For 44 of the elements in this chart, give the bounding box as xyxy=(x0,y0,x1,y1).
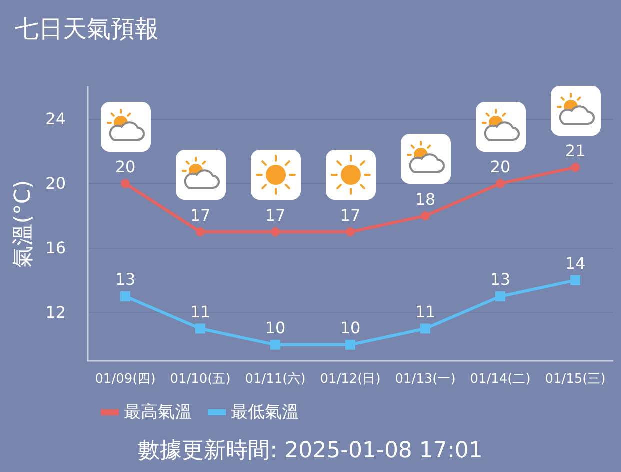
x-tick-label: 01/15(三) xyxy=(545,372,606,387)
x-tick-label: 01/10(五) xyxy=(170,372,231,387)
x-tick-label: 01/09(四) xyxy=(95,372,156,387)
data-label: 17 xyxy=(265,206,286,226)
data-label: 14 xyxy=(565,254,586,273)
data-label: 11 xyxy=(190,302,211,322)
point xyxy=(496,179,505,188)
data-label: 20 xyxy=(490,158,511,177)
point xyxy=(271,228,280,237)
y-tick-label: 12 xyxy=(46,303,66,322)
point xyxy=(571,163,580,172)
point xyxy=(496,292,506,302)
data-label: 18 xyxy=(415,190,436,209)
point xyxy=(120,292,130,302)
point xyxy=(270,340,280,350)
data-label: 13 xyxy=(115,270,136,290)
y-tick-label: 24 xyxy=(46,110,66,129)
point xyxy=(570,275,580,286)
data-label: 17 xyxy=(190,206,211,226)
data-label: 13 xyxy=(490,270,511,290)
x-tick-label: 01/12(日) xyxy=(320,372,381,387)
text: 數據更新時間: 2025-01-08 17:01 xyxy=(138,438,483,464)
point xyxy=(421,211,430,220)
data-label: 21 xyxy=(565,142,586,161)
data-label: 11 xyxy=(415,302,436,322)
y-axis-title: 氣溫(°C) xyxy=(11,180,36,268)
point xyxy=(121,179,130,188)
point xyxy=(420,324,430,334)
point xyxy=(196,324,206,334)
data-label: 20 xyxy=(115,158,136,177)
data-label: 10 xyxy=(340,318,361,338)
point xyxy=(346,228,355,237)
data-label: 10 xyxy=(265,318,286,338)
y-tick-label: 16 xyxy=(46,238,66,258)
data-label: 17 xyxy=(340,206,361,226)
point xyxy=(196,228,205,237)
chart-title: 七日天氣預報 xyxy=(15,15,159,43)
x-tick-label: 01/14(二) xyxy=(470,372,531,387)
legend-label: 最低氣溫 xyxy=(231,402,299,422)
y-tick-label: 20 xyxy=(46,174,66,194)
x-tick-label: 01/13(一) xyxy=(395,372,456,387)
point xyxy=(346,340,356,350)
x-tick-label: 01/11(六) xyxy=(245,372,306,387)
legend-label: 最高氣溫 xyxy=(124,402,192,422)
